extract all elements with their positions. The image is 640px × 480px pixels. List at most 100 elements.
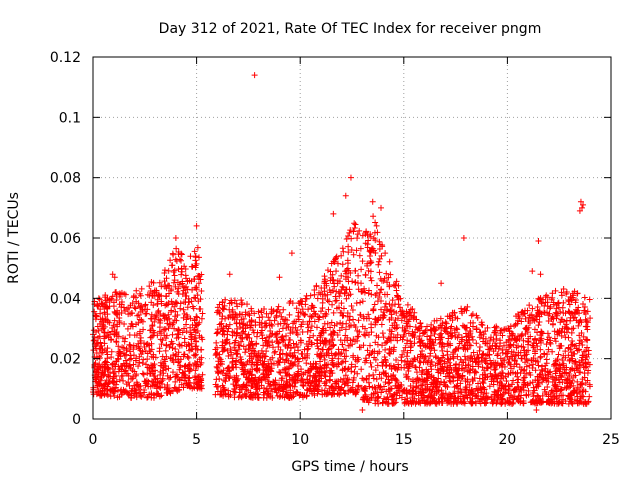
data-point — [568, 399, 575, 406]
data-point — [521, 366, 528, 373]
data-point — [554, 300, 561, 307]
data-point — [238, 297, 245, 304]
data-point-notable — [537, 271, 544, 278]
data-point — [177, 305, 184, 312]
data-point — [576, 346, 583, 353]
data-point — [213, 339, 220, 346]
data-point-notable — [276, 274, 283, 281]
data-point — [192, 367, 199, 374]
data-point — [386, 258, 393, 265]
data-point-notable — [172, 235, 179, 241]
data-point — [350, 228, 357, 235]
data-point — [552, 309, 559, 316]
data-point — [127, 352, 134, 359]
data-point — [367, 274, 374, 281]
data-point — [372, 219, 379, 226]
data-point — [286, 311, 293, 318]
data-point — [156, 348, 163, 355]
data-point — [346, 317, 353, 324]
data-point — [229, 364, 236, 371]
data-point — [385, 380, 392, 387]
data-point — [394, 337, 401, 344]
data-point — [350, 316, 357, 323]
data-point — [538, 329, 545, 336]
data-point — [134, 312, 141, 319]
data-point — [379, 330, 386, 337]
data-point — [458, 305, 465, 312]
data-point — [172, 378, 179, 385]
data-point — [339, 261, 346, 268]
data-point — [253, 333, 260, 340]
data-point — [357, 299, 364, 306]
data-point-notable — [342, 192, 349, 199]
data-point — [214, 364, 221, 371]
data-point — [169, 331, 176, 338]
data-point — [279, 333, 286, 340]
data-point — [303, 360, 310, 367]
data-point — [342, 326, 349, 333]
data-point-notable — [533, 406, 540, 413]
data-point — [242, 349, 249, 356]
data-point — [259, 314, 266, 321]
data-point — [213, 330, 220, 337]
data-point — [370, 213, 377, 220]
data-point-notable — [460, 235, 467, 241]
data-point — [439, 347, 446, 354]
data-point — [222, 378, 229, 385]
data-point — [354, 235, 361, 242]
data-point — [424, 333, 431, 340]
data-point — [178, 266, 185, 273]
data-point — [305, 306, 312, 313]
data-point — [578, 380, 585, 387]
data-point — [458, 389, 465, 396]
data-point-notable — [359, 406, 366, 413]
data-point — [371, 301, 378, 308]
data-point — [442, 319, 449, 326]
data-point — [537, 346, 544, 353]
data-point — [378, 286, 385, 293]
data-point — [494, 351, 501, 358]
data-point — [314, 295, 321, 302]
data-point — [374, 282, 381, 289]
data-point — [349, 306, 356, 313]
chart-title: Day 312 of 2021, Rate Of TEC Index for r… — [159, 21, 542, 37]
data-point — [535, 362, 542, 369]
data-point — [198, 315, 205, 322]
data-point — [235, 394, 242, 401]
data-point — [140, 326, 147, 333]
data-point — [349, 278, 356, 285]
data-point — [346, 229, 353, 236]
data-point — [473, 326, 480, 333]
data-point — [370, 307, 377, 314]
data-point — [584, 326, 591, 333]
data-point — [339, 283, 346, 290]
data-point — [583, 318, 590, 325]
data-point — [108, 354, 115, 361]
data-point — [96, 355, 103, 362]
data-point — [163, 293, 170, 300]
data-point — [220, 306, 227, 313]
data-point — [147, 288, 154, 295]
data-point — [276, 309, 283, 316]
data-point — [164, 282, 171, 289]
data-point — [375, 258, 382, 265]
data-point — [280, 306, 287, 313]
data-point-notable — [369, 198, 376, 205]
data-point — [353, 300, 360, 307]
data-point — [325, 298, 332, 305]
y-tick-label: 0.1 — [59, 110, 81, 126]
data-point — [497, 355, 504, 362]
data-point — [121, 320, 128, 327]
data-point — [378, 306, 385, 313]
data-point — [319, 304, 326, 311]
data-point — [192, 352, 199, 359]
y-axis-label: ROTI / TECUs — [6, 192, 22, 284]
data-point — [196, 305, 203, 312]
data-point — [455, 331, 462, 338]
data-point — [301, 312, 308, 319]
data-point — [379, 400, 386, 407]
data-point — [329, 301, 336, 308]
data-point — [343, 320, 350, 327]
data-point — [362, 271, 369, 278]
